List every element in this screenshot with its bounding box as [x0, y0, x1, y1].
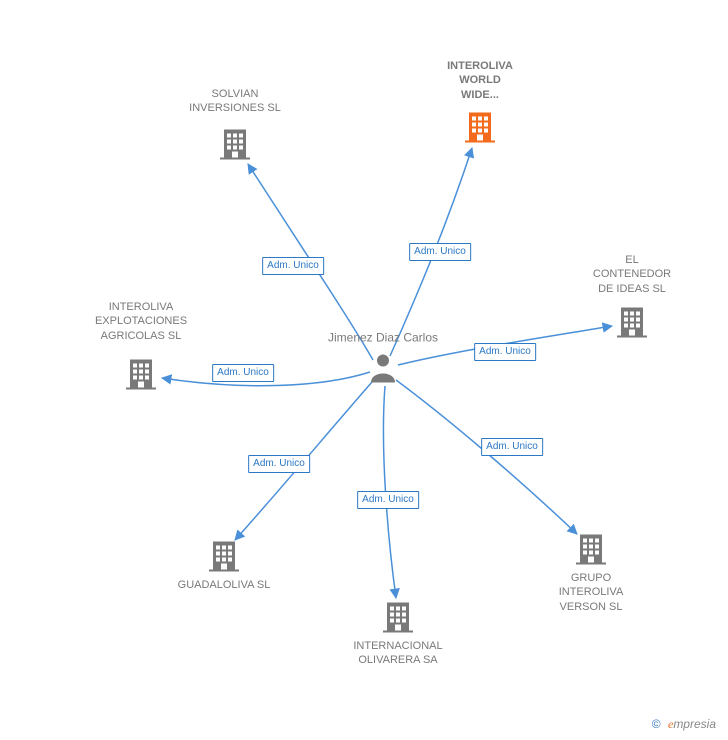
company-label: INTEROLIVA WORLD WIDE...: [447, 59, 513, 102]
edge-role-label: Adm. Unico: [248, 455, 310, 473]
center-person-label: Jimenez Diaz Carlos: [328, 330, 438, 346]
building-icon: [615, 304, 649, 343]
building-icon: [381, 599, 415, 638]
building-icon: [463, 109, 497, 148]
edge-role-label: Adm. Unico: [212, 364, 274, 382]
company-label: SOLVIAN INVERSIONES SL: [189, 87, 281, 116]
edge-role-label: Adm. Unico: [474, 343, 536, 361]
company-label: GUADALOLIVA SL: [178, 578, 271, 592]
company-label: INTEROLIVA EXPLOTACIONES AGRICOLAS SL: [95, 300, 187, 343]
building-icon: [124, 356, 158, 395]
company-label: EL CONTENEDOR DE IDEAS SL: [593, 253, 671, 296]
building-icon: [218, 126, 252, 165]
edge-role-label: Adm. Unico: [481, 438, 543, 456]
edge-role-label: Adm. Unico: [357, 491, 419, 509]
network-canvas: [0, 0, 728, 740]
edge-role-label: Adm. Unico: [262, 257, 324, 275]
center-person-icon: [369, 353, 397, 388]
edge-role-label: Adm. Unico: [409, 243, 471, 261]
building-icon: [207, 538, 241, 577]
brand-rest: mpresia: [673, 717, 716, 731]
company-label: GRUPO INTEROLIVA VERSON SL: [559, 571, 624, 614]
copyright-symbol: ©: [652, 717, 661, 731]
relationship-edge: [396, 380, 577, 534]
company-label: INTERNACIONAL OLIVARERA SA: [353, 639, 442, 668]
building-icon: [574, 531, 608, 570]
footer-credit: © empresia: [652, 717, 716, 732]
